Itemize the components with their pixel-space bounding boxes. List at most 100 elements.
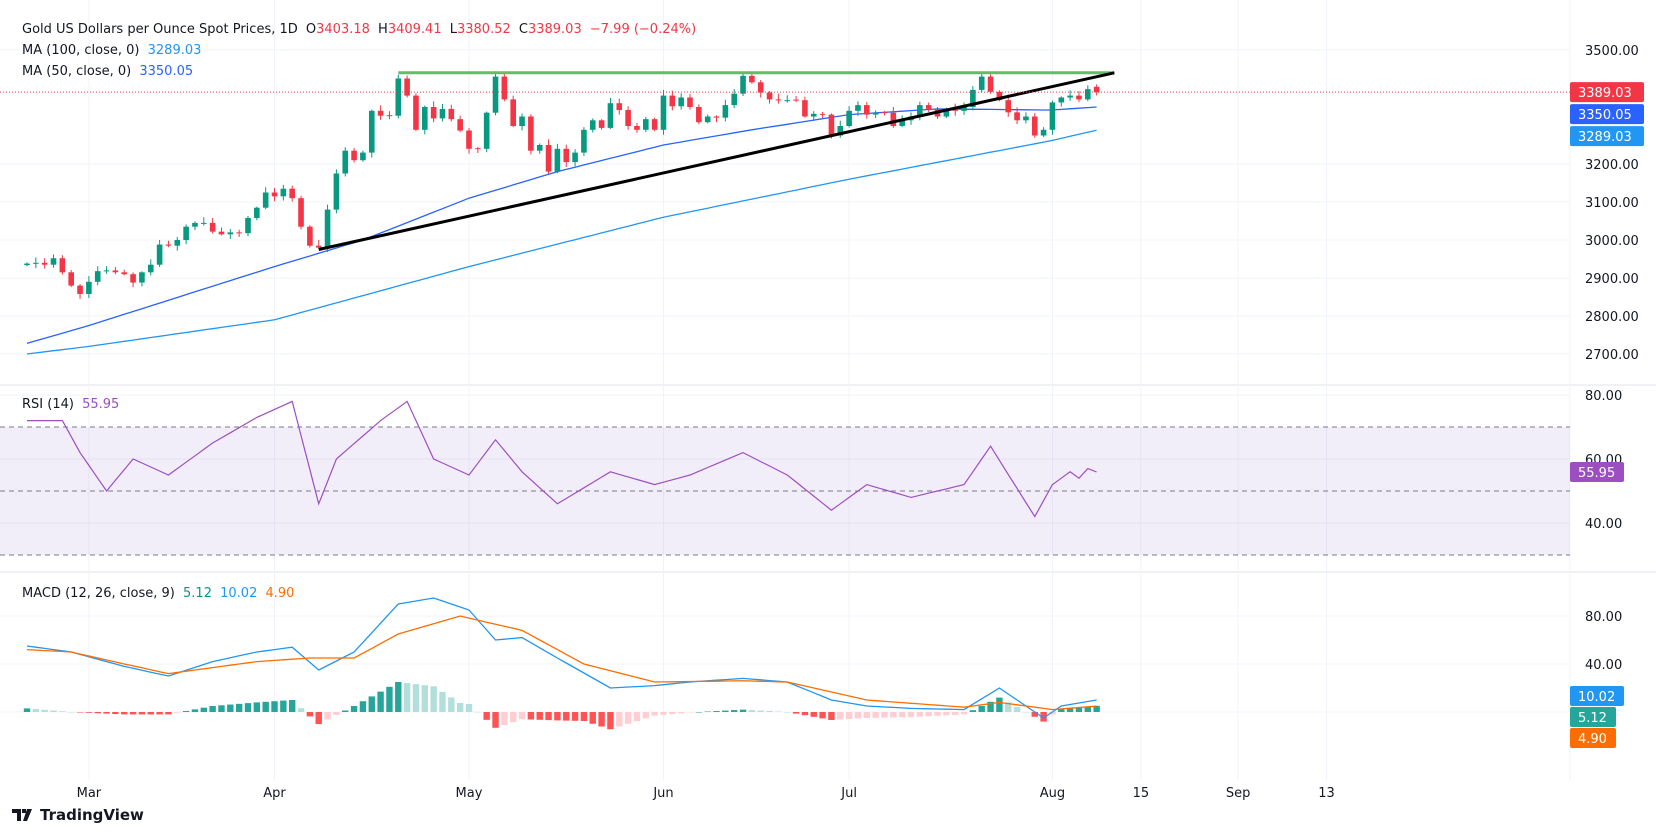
candle-body xyxy=(545,145,552,172)
candle-body xyxy=(872,112,879,115)
rsi-band xyxy=(0,426,1570,556)
candle-body xyxy=(855,105,861,111)
candle-body xyxy=(634,126,640,130)
macd-histogram-bar xyxy=(350,706,358,712)
time-axis-label: Jul xyxy=(840,786,857,801)
symbol-title: Gold US Dollars per Ounce Spot Prices, 1… xyxy=(22,22,298,37)
macd-histogram-bar xyxy=(536,712,543,720)
macd-histogram-bar xyxy=(200,707,207,712)
macd-histogram-bar xyxy=(289,700,296,712)
time-axis-label: May xyxy=(456,786,483,801)
drawings[interactable] xyxy=(0,71,1570,251)
candle-body xyxy=(227,232,234,235)
axes[interactable]: Mar Apr May Jun Jul Aug 15 Sep 13 3500.00 3200.00 3… xyxy=(77,44,1644,801)
macd-histogram-bar xyxy=(934,712,941,716)
candle-body xyxy=(713,116,720,118)
ma50-line xyxy=(26,106,1097,345)
candle-body xyxy=(439,108,446,119)
macd-histogram-bar xyxy=(227,704,234,712)
candle-body xyxy=(1067,95,1073,98)
macd-histogram-bar xyxy=(898,712,906,718)
macd-histogram-bar xyxy=(713,711,720,712)
candle-body xyxy=(581,129,587,153)
candle-body xyxy=(810,113,817,117)
price-axis-label: 2700.00 xyxy=(1585,348,1639,363)
macd-histogram-bar xyxy=(642,712,649,719)
tradingview-logo[interactable]: TradingView xyxy=(12,806,144,824)
macd-histogram-bar xyxy=(669,712,676,715)
candle-body xyxy=(961,107,967,111)
candle-body xyxy=(519,116,525,126)
macd-histogram-bar xyxy=(1022,712,1030,713)
macd-histogram-bar xyxy=(943,712,950,716)
candle-body xyxy=(254,207,260,218)
candle-body xyxy=(952,108,958,111)
ma100-legend[interactable]: MA (100, close, 0) 3289.03 xyxy=(22,43,205,58)
macd-hist-badge: 5.12 xyxy=(1578,711,1607,726)
macd-legend[interactable]: MACD (12, 26, close, 9) 5.12 10.02 4.90 xyxy=(22,586,298,601)
rsi-axis-label: 80.00 xyxy=(1585,389,1622,404)
macd-histogram-bar xyxy=(474,711,482,713)
candle-body xyxy=(722,105,729,118)
candle-body xyxy=(1076,95,1082,100)
candle-body xyxy=(351,150,357,161)
candle-body xyxy=(510,99,516,126)
candle-body xyxy=(660,95,667,130)
candle-body xyxy=(996,91,1003,101)
candle-body xyxy=(625,110,631,126)
macd-histogram-bar xyxy=(890,712,897,718)
macd-histogram-bar xyxy=(1040,712,1047,722)
candle-body xyxy=(165,244,172,246)
candle-body xyxy=(943,108,950,117)
candle-body xyxy=(324,209,331,248)
macd-histogram-bar xyxy=(59,711,66,712)
macd-histogram-bar xyxy=(624,712,632,724)
macd-histogram-bar xyxy=(439,691,446,712)
candle-body xyxy=(1093,86,1100,93)
candle-body xyxy=(536,145,543,151)
candle-body xyxy=(262,192,269,208)
macd-histogram-bar xyxy=(50,710,57,712)
macd-histogram-bar xyxy=(633,712,641,722)
candle-body xyxy=(33,262,39,264)
macd-histogram-bar xyxy=(881,712,888,718)
candle-body xyxy=(307,226,313,246)
candle-body xyxy=(289,188,295,199)
macd-value-badge: 10.02 xyxy=(1578,690,1615,705)
high-label: H xyxy=(378,22,388,37)
candle-body xyxy=(793,99,799,101)
candle-body xyxy=(704,116,711,123)
macd-line-value: 10.02 xyxy=(220,586,258,601)
macd-histogram-bar xyxy=(430,686,437,712)
macd-histogram-bar xyxy=(359,701,367,712)
candle-body xyxy=(1058,97,1065,103)
macd-histogram-bar xyxy=(262,701,269,712)
last-price-badge: 3389.03 xyxy=(1578,86,1632,101)
ma50-legend[interactable]: MA (50, close, 0) 3350.05 xyxy=(22,64,197,79)
macd-histogram-bar xyxy=(819,712,826,719)
candles xyxy=(24,71,1100,299)
macd-histogram-bar xyxy=(651,712,658,716)
macd-histogram-bar xyxy=(563,712,570,721)
ma50-path xyxy=(26,106,1097,345)
macd-histogram-bar xyxy=(960,712,968,715)
candle-body xyxy=(130,274,136,283)
rsi-legend[interactable]: RSI (14) 55.95 xyxy=(22,397,123,412)
time-axis-label: Aug xyxy=(1040,786,1065,801)
candle-body xyxy=(766,92,773,100)
macd-histogram-bar xyxy=(616,712,623,727)
ma50-price-badge: 3350.05 xyxy=(1578,108,1632,123)
macd-histogram-bar xyxy=(1093,705,1100,712)
macd-histogram-bar xyxy=(147,712,154,715)
ma100-price-badge-bg xyxy=(1570,126,1644,147)
candle-body xyxy=(245,217,251,234)
macd-histogram-bar xyxy=(810,712,817,717)
candle-body xyxy=(209,222,216,232)
close-label: C xyxy=(518,22,528,37)
price-axis-label: 3000.00 xyxy=(1585,234,1639,249)
macd-histogram-bar xyxy=(854,712,862,719)
candle-body xyxy=(77,285,83,294)
price-axis-label: 2900.00 xyxy=(1585,272,1639,287)
macd-histogram-bar xyxy=(306,712,314,717)
